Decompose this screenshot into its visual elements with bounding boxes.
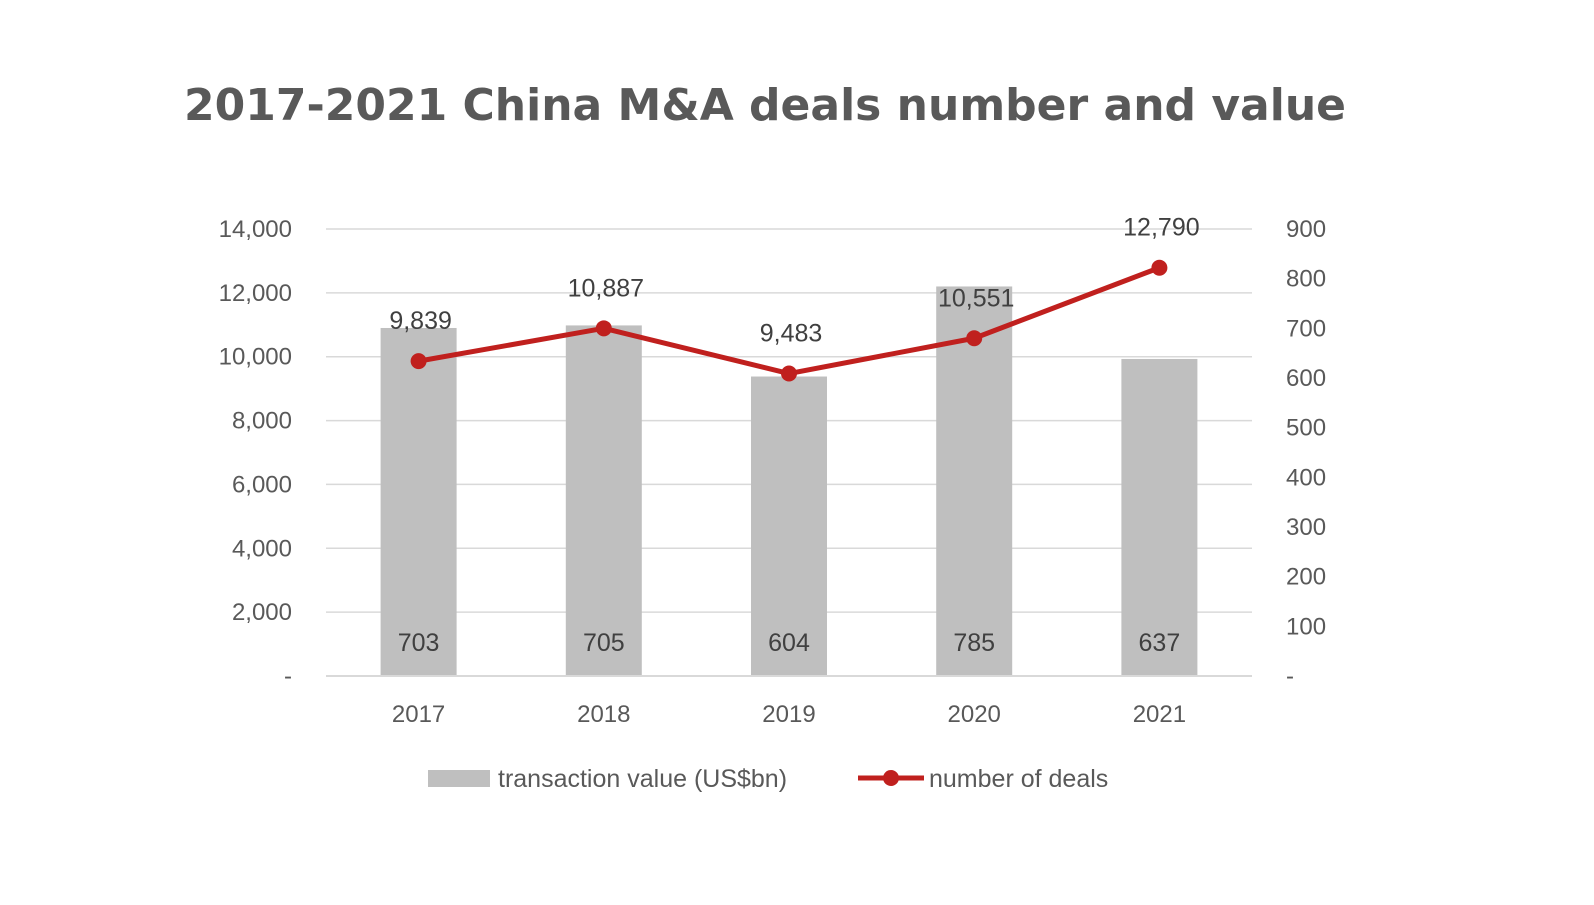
left-axis-tick-label: 8,000 <box>232 408 292 435</box>
bar <box>1121 358 1198 676</box>
left-axis-tick-label: 12,000 <box>219 280 292 307</box>
right-axis-tick-label: 800 <box>1286 266 1326 293</box>
data-labels: 703 705 604 785 637 9,839 10,887 9,483 10,551 12,… <box>389 214 1199 657</box>
line-data-label: 12,790 <box>1123 214 1199 242</box>
right-axis-tick-label: 700 <box>1286 315 1326 342</box>
x-axis-tick-label: 2019 <box>762 701 815 728</box>
line-data-label: 10,887 <box>568 274 644 302</box>
bar-data-label: 604 <box>768 629 810 657</box>
line-data-label: 9,839 <box>389 307 452 335</box>
legend-swatch-bar <box>428 770 490 787</box>
line-series <box>410 259 1168 382</box>
line-point <box>595 320 612 337</box>
right-axis-tick-label: 200 <box>1286 564 1326 591</box>
legend-label-transaction-value: transaction value (US$bn) <box>498 765 787 793</box>
bar <box>751 376 827 676</box>
bar-data-label: 785 <box>953 629 995 657</box>
bar-data-label: 637 <box>1139 629 1181 657</box>
chart-title: 2017-2021 China M&A deals number and val… <box>184 80 1346 131</box>
right-axis-tick-label: 100 <box>1286 613 1326 640</box>
bar <box>565 325 642 676</box>
bar-data-label: 703 <box>398 629 440 657</box>
line-point <box>781 365 797 382</box>
line-data-label: 10,551 <box>938 284 1014 312</box>
line-point <box>1151 259 1168 276</box>
x-axis-tick-label: 2021 <box>1133 701 1186 728</box>
right-axis-tick-label: 600 <box>1286 365 1326 392</box>
line-point <box>410 353 427 370</box>
right-axis-tick-label: - <box>1286 663 1294 690</box>
bar-series <box>380 286 1198 676</box>
legend-label-number-of-deals: number of deals <box>929 765 1108 793</box>
left-axis-tick-label: 14,000 <box>219 216 292 243</box>
line-data-label: 9,483 <box>760 320 823 348</box>
left-axis-tick-label: 6,000 <box>232 471 292 498</box>
left-axis-tick-label: 2,000 <box>232 599 292 626</box>
line-point <box>966 330 983 347</box>
x-axis-tick-label: 2020 <box>948 701 1001 728</box>
right-axis-tick-label: 400 <box>1286 464 1326 491</box>
x-axis-tick-label: 2018 <box>577 701 630 728</box>
bar-data-label: 705 <box>583 629 625 657</box>
left-axis-tick-label: - <box>284 663 292 690</box>
legend: transaction value (US$bn) number of deals <box>428 765 1108 793</box>
right-axis-tick-label: 300 <box>1286 514 1326 541</box>
bar <box>380 327 457 676</box>
right-axis-tick-label: 500 <box>1286 415 1326 442</box>
legend-swatch-marker <box>883 770 899 786</box>
x-axis-tick-label: 2017 <box>392 701 445 728</box>
axes: - 2,000 4,000 6,000 8,000 10,000 12,000 14,000 -… <box>219 216 1326 728</box>
right-axis-tick-label: 900 <box>1286 216 1326 243</box>
left-axis-tick-label: 10,000 <box>219 344 292 371</box>
left-axis-tick-label: 4,000 <box>232 535 292 562</box>
bar <box>936 286 1013 676</box>
